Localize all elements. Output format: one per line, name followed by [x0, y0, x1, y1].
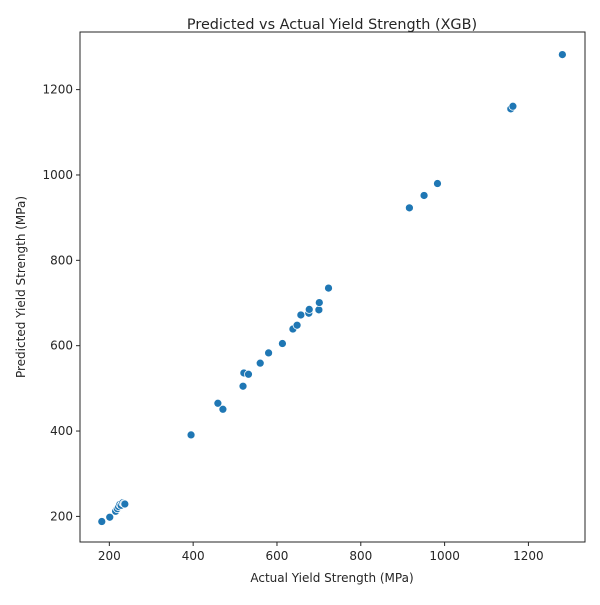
scatter-point	[244, 369, 253, 379]
y-tick-label: 1000	[42, 168, 73, 182]
scatter-point	[238, 381, 248, 391]
scatter-point	[419, 191, 429, 200]
scatter-point	[314, 298, 324, 307]
scatter-point	[218, 404, 228, 414]
scatter-point	[296, 310, 306, 320]
x-tick-label: 1200	[513, 549, 544, 563]
x-tick-label: 200	[98, 549, 121, 563]
scatter-point	[405, 203, 414, 213]
x-axis-label: Actual Yield Strength (MPa)	[250, 571, 413, 585]
scatter-point	[292, 320, 302, 330]
scatter-point	[324, 283, 333, 293]
scatter-point	[278, 339, 287, 348]
scatter-point	[105, 512, 115, 522]
data-points	[97, 50, 567, 526]
y-tick-label: 600	[50, 339, 73, 353]
x-tick-label: 600	[266, 549, 289, 563]
scatter-point	[314, 305, 324, 315]
y-tick-label: 400	[50, 424, 73, 438]
scatter-point	[264, 348, 273, 358]
y-tick-label: 800	[50, 253, 73, 267]
plot-frame	[79, 31, 586, 543]
x-tick-label: 1000	[429, 549, 460, 563]
y-tick-label: 1200	[42, 83, 73, 97]
scatter-point	[433, 179, 442, 188]
scatter-point	[97, 517, 107, 526]
x-tick-label: 800	[349, 549, 372, 563]
scatter-point	[304, 305, 314, 314]
scatter-point	[255, 358, 265, 368]
x-axis-ticks: 200 400 600 800 1000 1200	[98, 542, 544, 563]
chart-title: Predicted vs Actual Yield Strength (XGB)	[187, 17, 477, 33]
scatter-point	[186, 430, 196, 440]
y-tick-label: 200	[50, 509, 73, 523]
scatter-point	[120, 499, 130, 509]
y-axis-label: Predicted Yield Strength (MPa)	[14, 196, 28, 378]
y-axis-ticks: 200 400 600 800 1000 1200	[42, 83, 80, 523]
x-tick-label: 400	[182, 549, 205, 563]
scatter-point	[508, 101, 518, 111]
scatter-point	[213, 398, 223, 408]
scatter-point	[557, 50, 567, 59]
